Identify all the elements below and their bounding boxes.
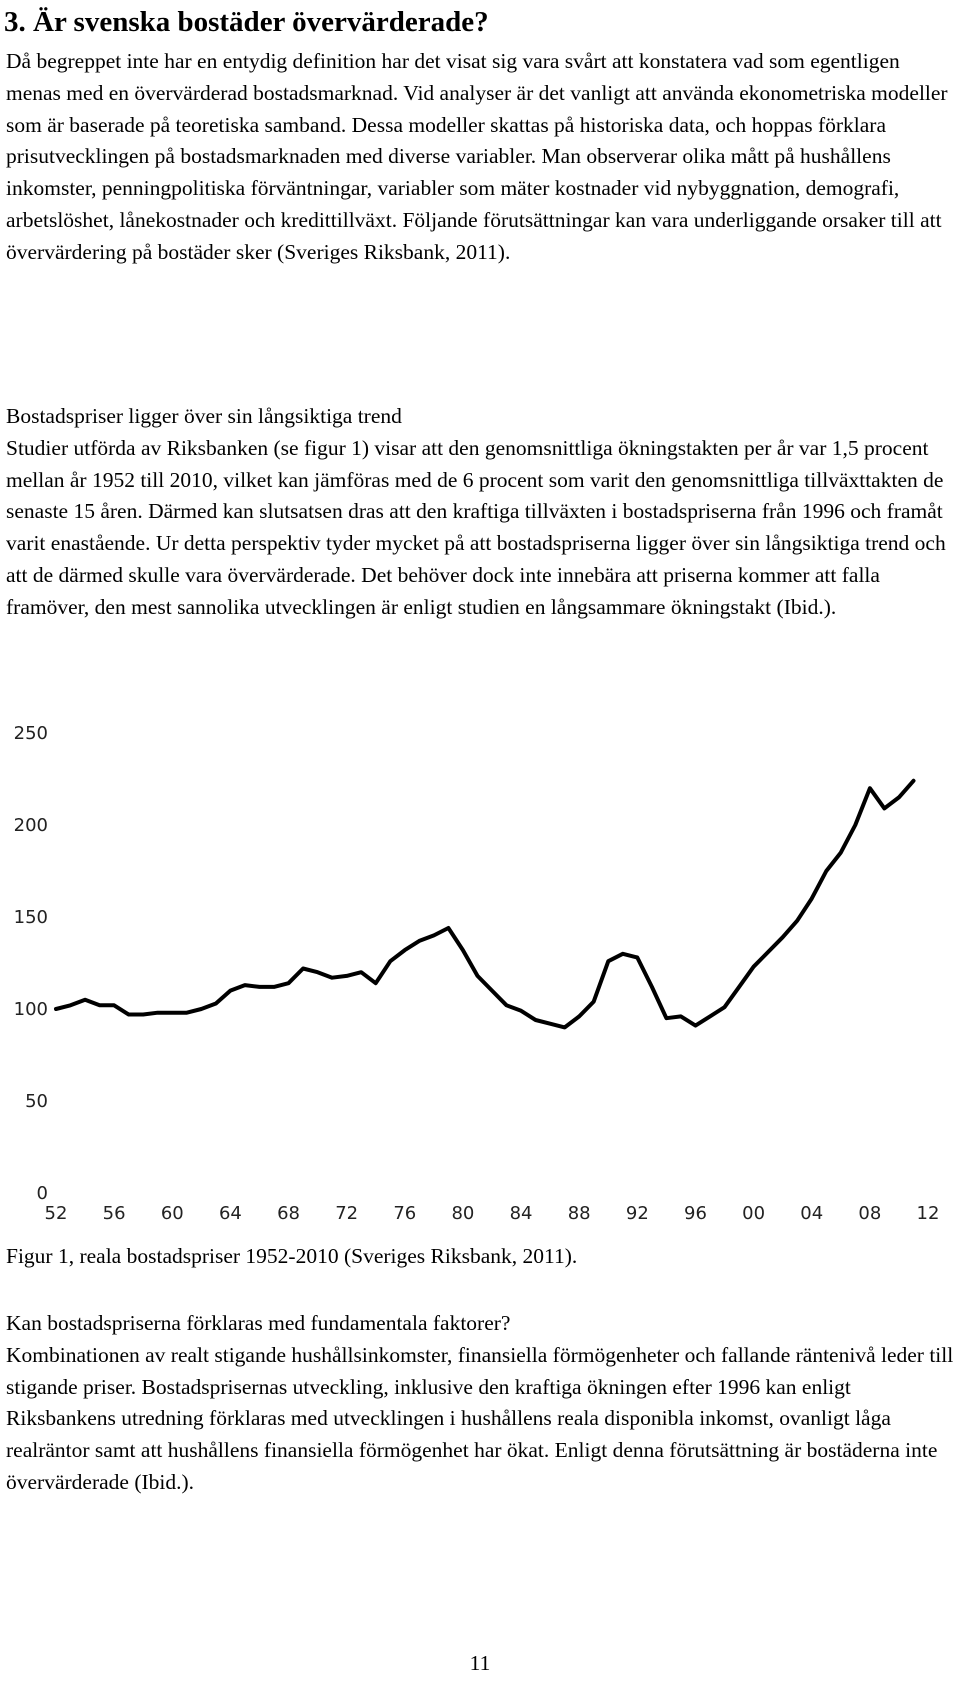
x-tick-label: 80 [451,1203,474,1224]
x-tick-label: 72 [335,1203,358,1224]
subheading-long-term-trend: Bostadspriser ligger över sin långsiktig… [6,404,402,428]
y-tick-label: 250 [14,723,48,744]
y-tick-label: 150 [14,907,48,928]
x-tick-label: 08 [858,1203,881,1224]
page-number: 11 [469,1651,491,1675]
x-tick-label: 76 [393,1203,416,1224]
x-tick-label: 92 [626,1203,649,1224]
x-tick-label: 04 [800,1203,823,1224]
x-tick-label: 12 [917,1203,940,1224]
y-tick-label: 200 [14,815,48,836]
paragraph-riksbank-study: Studier utförda av Riksbanken (se figur … [6,435,946,619]
x-tick-label: 84 [510,1203,533,1224]
x-tick-label: 64 [219,1203,242,1224]
section-long-term-trend: Bostadspriser ligger över sin långsiktig… [6,401,956,624]
section-heading: 3. Är svenska bostäder övervärderade? [4,6,489,38]
y-axis-ticks: 0 50 100 150 200 250 [14,723,48,1204]
x-axis-ticks: 52 56 60 64 68 72 76 80 84 88 92 96 00 04 08 12 [45,1203,940,1224]
section-fundamentals: Kan bostadspriserna förklaras med fundam… [6,1308,956,1499]
x-tick-label: 68 [277,1203,300,1224]
paragraph-definitions: Då begreppet inte har en entydig definit… [6,49,948,264]
x-tick-label: 96 [684,1203,707,1224]
y-tick-label: 0 [37,1183,48,1204]
y-tick-label: 100 [14,999,48,1020]
x-tick-label: 88 [568,1203,591,1224]
y-tick-label: 50 [25,1091,48,1112]
figure-caption: Figur 1, reala bostadspriser 1952-2010 (… [6,1244,578,1268]
series-line [54,778,916,1030]
housing-price-chart: 0 50 100 150 200 250 52 56 60 64 68 72 76 80 84 88 92 96… [14,723,940,1224]
x-tick-label: 56 [103,1203,126,1224]
paragraph-fundamentals: Kombinationen av realt stigande hushålls… [6,1342,954,1494]
subheading-fundamentals: Kan bostadspriserna förklaras med fundam… [6,1311,511,1335]
x-tick-label: 00 [742,1203,765,1224]
x-tick-label: 60 [161,1203,184,1224]
x-tick-label: 52 [45,1203,68,1224]
